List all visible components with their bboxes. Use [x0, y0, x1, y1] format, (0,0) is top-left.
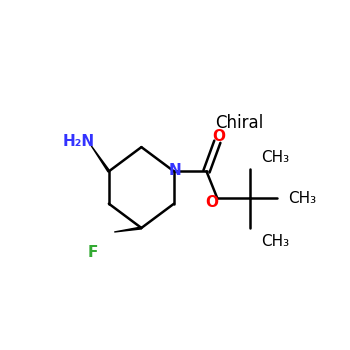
Polygon shape [91, 146, 110, 172]
Text: O: O [212, 129, 225, 144]
Polygon shape [114, 227, 141, 232]
Text: F: F [88, 245, 98, 260]
Text: CH₃: CH₃ [261, 234, 289, 249]
Text: H₂N: H₂N [63, 134, 95, 149]
Text: CH₃: CH₃ [261, 150, 289, 166]
Text: Chiral: Chiral [215, 114, 263, 132]
Text: N: N [169, 162, 182, 177]
Text: O: O [205, 195, 218, 210]
Text: CH₃: CH₃ [288, 191, 316, 206]
